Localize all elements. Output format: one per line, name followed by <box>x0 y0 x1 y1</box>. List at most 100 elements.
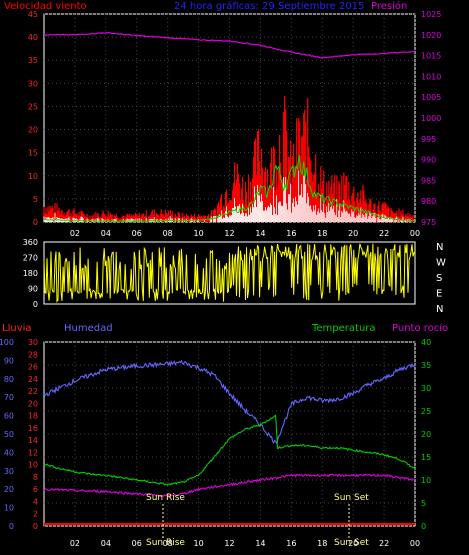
rain-tick-label: 12 <box>28 448 38 457</box>
wind-x-tick-label: 00 <box>410 229 420 238</box>
rain-tick-label: 18 <box>28 412 38 421</box>
compass-label: W <box>436 258 446 269</box>
rain-tick-label: 14 <box>28 436 38 445</box>
rain-tick-label: 8 <box>33 473 38 482</box>
sun-rise-label: Sun Rise <box>146 493 185 503</box>
rain-tick-label: 4 <box>33 497 38 506</box>
wind-x-tick-label: 16 <box>286 229 296 238</box>
pressure-tick-label: 1010 <box>421 72 441 81</box>
temp-x-tick-label: 12 <box>224 539 234 548</box>
wind-tick-label: 45 <box>28 10 38 19</box>
temp-x-tick-label: 14 <box>255 539 265 548</box>
temperature-tick-label: 10 <box>421 476 431 485</box>
wind-tick-label: 35 <box>28 56 38 65</box>
wind-tick-label: 20 <box>28 126 38 135</box>
compass-label: E <box>436 289 442 300</box>
pressure-tick-label: 1000 <box>421 114 441 123</box>
temp-x-tick-label: 16 <box>286 539 296 548</box>
pressure-tick-label: 1025 <box>421 10 441 19</box>
pressure-tick-label: 1005 <box>421 93 441 102</box>
pressure-tick-label: 990 <box>421 156 436 165</box>
wind-x-tick-label: 04 <box>101 229 111 238</box>
wind-tick-label: 10 <box>28 172 38 181</box>
rain-tick-label: 30 <box>28 338 38 347</box>
compass-label: S <box>436 273 442 284</box>
humidity-tick-label: 90 <box>4 356 14 365</box>
wind-x-tick-label: 10 <box>193 229 203 238</box>
wind-x-tick-label: 02 <box>70 229 80 238</box>
temperature-title: Temperatura <box>311 323 376 334</box>
temp-x-tick-label: 22 <box>379 539 389 548</box>
chart-title: 24 hora gráficas: 29 Septiembre 2015 <box>174 0 364 12</box>
rain-tick-label: 0 <box>33 522 38 531</box>
rain-tick-label: 2 <box>33 510 38 519</box>
temperature-tick-label: 25 <box>421 407 431 416</box>
wind-x-tick-label: 06 <box>132 229 142 238</box>
temp-x-tick-label: 08 <box>163 539 173 548</box>
dewpoint-title: Punto rocío <box>392 322 448 334</box>
direction-tick-label: 180 <box>23 269 38 278</box>
rain-tick-label: 26 <box>28 363 38 372</box>
wind-average-line <box>43 154 415 222</box>
rain-tick-label: 10 <box>28 461 38 470</box>
wind-x-tick-label: 08 <box>163 229 173 238</box>
sun-rise-label-bottom: Sun Rise <box>146 538 185 548</box>
temp-x-tick-label: 10 <box>193 539 203 548</box>
temp-x-tick-label: 04 <box>101 539 111 548</box>
wind-x-tick-label: 20 <box>348 229 358 238</box>
wind-x-tick-label: 18 <box>317 229 327 238</box>
pressure-tick-label: 1015 <box>421 52 441 61</box>
humidity-tick-label: 50 <box>4 430 14 439</box>
pressure-tick-label: 975 <box>421 218 436 227</box>
wind-tick-label: 30 <box>28 79 38 88</box>
dewpoint-line <box>43 473 416 498</box>
temperature-tick-label: 0 <box>421 522 426 531</box>
humidity-tick-label: 30 <box>4 467 14 476</box>
temp-x-tick-label: 02 <box>70 539 80 548</box>
humidity-tick-label: 10 <box>4 504 14 513</box>
temperature-tick-label: 15 <box>421 453 431 462</box>
pressure-tick-label: 980 <box>421 197 436 206</box>
wind-tick-label: 40 <box>28 33 38 42</box>
rain-tick-label: 28 <box>28 350 38 359</box>
temp-x-tick-label: 06 <box>132 539 142 548</box>
rain-tick-label: 16 <box>28 424 38 433</box>
humidity-tick-label: 60 <box>4 412 14 421</box>
humidity-title: Humedad <box>64 323 113 334</box>
humidity-line <box>43 359 416 445</box>
compass-label: N <box>436 242 443 253</box>
sun-set-label-bottom: Sun Set <box>334 538 369 548</box>
direction-tick-label: 90 <box>28 285 38 294</box>
humidity-tick-label: 100 <box>0 338 14 347</box>
wind-tick-label: 5 <box>33 195 38 204</box>
temperature-line <box>43 414 416 486</box>
rain-tick-label: 24 <box>28 375 38 384</box>
temperature-tick-label: 40 <box>421 338 431 347</box>
direction-tick-label: 0 <box>33 300 38 309</box>
wind-direction-line <box>43 243 416 303</box>
rain-tick-label: 20 <box>28 399 38 408</box>
rain-tick-label: 22 <box>28 387 38 396</box>
wind-title: Velocidad viento <box>4 1 87 12</box>
rain-tick-label: 6 <box>33 485 38 494</box>
pressure-tick-label: 985 <box>421 176 436 185</box>
pressure-tick-label: 1020 <box>421 31 441 40</box>
wind-x-tick-label: 14 <box>255 229 265 238</box>
humidity-tick-label: 0 <box>9 522 14 531</box>
temperature-tick-label: 5 <box>421 499 426 508</box>
sun-set-label: Sun Set <box>334 493 369 503</box>
temp-x-tick-label: 00 <box>410 539 420 548</box>
humidity-tick-label: 70 <box>4 393 14 402</box>
pressure-title: Presión <box>371 0 407 12</box>
wind-x-tick-label: 22 <box>379 229 389 238</box>
rain-title: Lluvia <box>2 323 32 334</box>
wind-tick-label: 0 <box>33 218 38 227</box>
temperature-tick-label: 30 <box>421 384 431 393</box>
temp-x-tick-label: 20 <box>348 539 358 548</box>
direction-tick-label: 270 <box>23 254 38 263</box>
humidity-tick-label: 80 <box>4 375 14 384</box>
wind-tick-label: 15 <box>28 149 38 158</box>
compass-label: N <box>436 304 443 315</box>
direction-tick-label: 360 <box>23 238 38 247</box>
